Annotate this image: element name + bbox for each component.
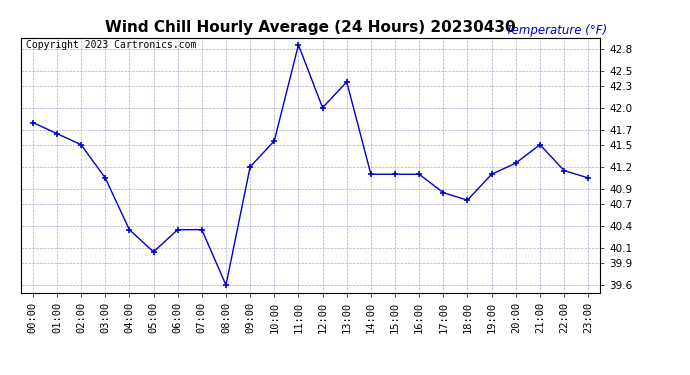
Title: Wind Chill Hourly Average (24 Hours) 20230430: Wind Chill Hourly Average (24 Hours) 202…	[105, 20, 516, 35]
Text: Temperature (°F): Temperature (°F)	[506, 24, 607, 38]
Text: Copyright 2023 Cartronics.com: Copyright 2023 Cartronics.com	[26, 40, 197, 50]
